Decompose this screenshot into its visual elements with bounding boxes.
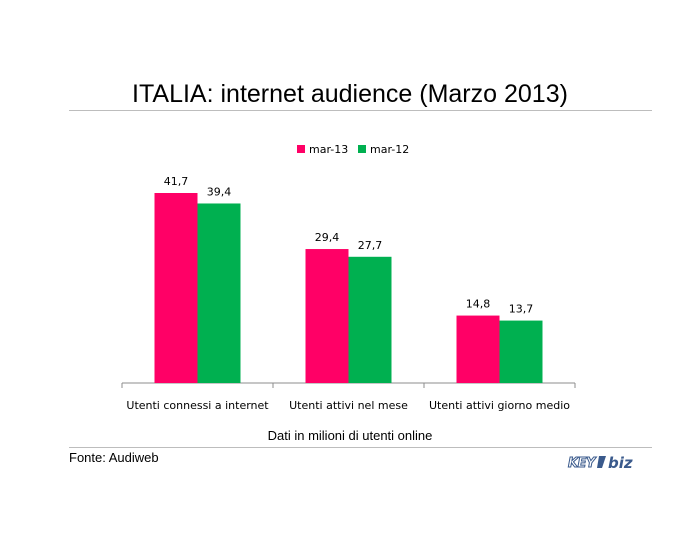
bar-chart: 41,7 39,4 Utenti connessi a internet 29,4 27… bbox=[121, 143, 576, 412]
data-label: 13,7 bbox=[509, 303, 534, 316]
legend-swatch-mar-13 bbox=[297, 145, 305, 153]
data-label: 14,8 bbox=[466, 298, 491, 311]
chart-title: ITALIA: internet audience (Marzo 2013) bbox=[132, 80, 568, 108]
data-label: 27,7 bbox=[358, 239, 383, 252]
data-label: 39,4 bbox=[207, 185, 232, 198]
logo-graphic: KEY biz bbox=[568, 454, 633, 472]
bar-mar-12 bbox=[197, 203, 241, 383]
legend-label: mar-12 bbox=[370, 143, 409, 156]
data-label: 29,4 bbox=[315, 231, 340, 244]
bar-mar-12 bbox=[348, 256, 392, 383]
title-divider bbox=[69, 110, 652, 111]
svg-text:KEY: KEY bbox=[568, 456, 597, 471]
x-tick-label: Utenti attivi nel mese bbox=[289, 399, 408, 412]
footer-divider bbox=[69, 447, 652, 448]
bar-mar-13 bbox=[305, 249, 349, 383]
bar-mar-13 bbox=[456, 315, 500, 383]
x-tick-label: Utenti connessi a internet bbox=[126, 399, 269, 412]
legend-swatch-mar-12 bbox=[358, 145, 366, 153]
bar-mar-12 bbox=[499, 320, 543, 383]
data-label: 41,7 bbox=[164, 175, 189, 188]
x-tick-label: Utenti attivi giorno medio bbox=[429, 399, 570, 412]
units-note: Dati in milioni di utenti online bbox=[267, 428, 433, 443]
source-label: Fonte: Audiweb bbox=[69, 450, 159, 465]
key4biz-logo: KEY biz bbox=[568, 454, 633, 472]
svg-text:biz: biz bbox=[608, 454, 633, 472]
bar-mar-13 bbox=[154, 193, 198, 383]
legend-label: mar-13 bbox=[309, 143, 348, 156]
